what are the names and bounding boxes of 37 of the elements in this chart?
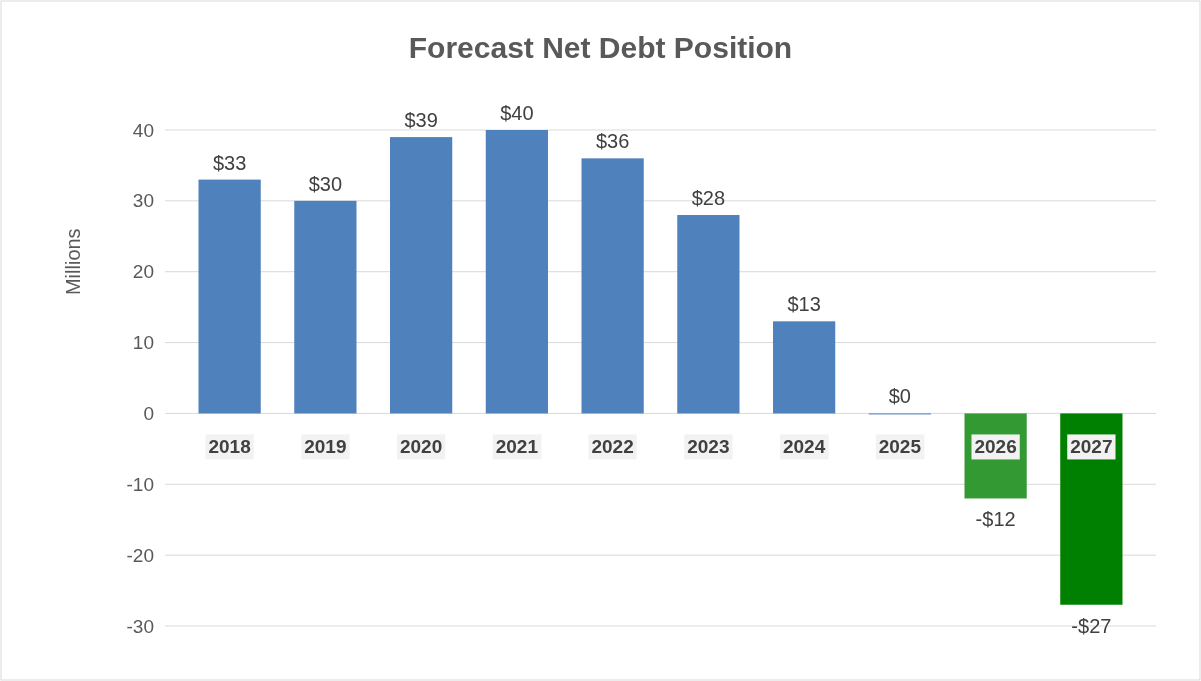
data-label: -$12	[975, 508, 1016, 531]
bar	[198, 179, 261, 414]
y-tick-label: -30	[126, 615, 154, 637]
y-tick-label: -20	[126, 544, 154, 566]
y-tick-label: 20	[132, 261, 154, 283]
x-tick-label: 2018	[208, 436, 251, 458]
x-tick-label: 2022	[591, 436, 634, 458]
x-tick-label: 2024	[782, 436, 826, 458]
bar	[773, 321, 836, 414]
x-tick-label: 2023	[687, 436, 730, 458]
y-tick-label: 30	[132, 190, 154, 212]
bar	[677, 215, 740, 414]
chart-title: Forecast Net Debt Position	[408, 31, 793, 64]
x-tick-label: 2026	[974, 436, 1017, 458]
data-label: $13	[787, 293, 821, 316]
data-label: $40	[500, 102, 534, 124]
y-tick-label: -10	[126, 473, 154, 495]
bar	[390, 137, 453, 414]
y-tick-label: 0	[143, 403, 154, 425]
bar	[581, 158, 644, 414]
data-label: $39	[404, 109, 438, 132]
bar	[485, 130, 548, 414]
data-label: $33	[212, 151, 247, 174]
x-tick-label: 2021	[495, 436, 539, 458]
y-tick-label: 40	[132, 119, 154, 141]
data-label: $30	[308, 172, 343, 195]
data-label: $36	[595, 130, 630, 153]
data-label: $0	[888, 385, 911, 408]
x-tick-label: 2020	[399, 436, 443, 458]
y-tick-label: 10	[132, 332, 154, 354]
data-label: -$27	[1071, 614, 1112, 637]
x-tick-label: 2019	[304, 436, 347, 458]
x-tick-label: 2027	[1070, 436, 1113, 458]
bar	[294, 200, 357, 414]
y-axis-title: Millions	[62, 228, 84, 296]
x-tick-label: 2025	[878, 436, 922, 458]
data-label: $28	[691, 187, 726, 210]
